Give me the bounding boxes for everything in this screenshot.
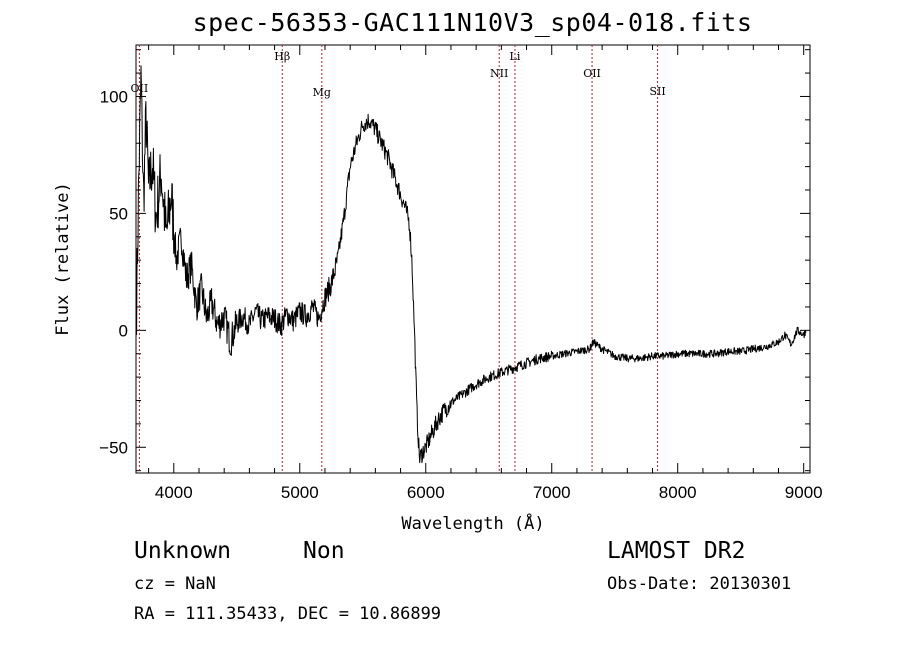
plot-frame: [135, 44, 811, 474]
plot-axes-frame: [135, 44, 811, 474]
spectrum-series: [136, 65, 807, 464]
spectrum-line: [136, 65, 807, 464]
object-subclass: Non: [303, 538, 345, 564]
observation-date: Obs-Date: 20130301: [607, 574, 792, 594]
survey-name: LAMOST DR2: [607, 538, 746, 564]
x-tick-label: 4000: [155, 483, 193, 502]
x-tick-label: 6000: [407, 483, 445, 502]
x-axis-label: Wavelength (Å): [401, 512, 544, 534]
y-tick-label: −50: [99, 438, 128, 457]
x-tick-label: 5000: [281, 483, 319, 502]
y-tick-label: 50: [109, 204, 128, 223]
spectral-line-label: Hβ: [274, 50, 290, 63]
spectral-line-label: OII: [583, 67, 601, 80]
y-tick-label: 100: [100, 87, 128, 106]
ra-dec-coordinates: RA = 111.35433, DEC = 10.86899: [134, 604, 442, 624]
axis-labels: 4000 5000 6000 7000 8000 9000 −50 0 50 100 Wavelen…: [53, 87, 823, 534]
object-class: Unknown: [134, 538, 231, 564]
chart-title: spec-56353-GAC111N10V3_sp04-018.fits: [192, 8, 753, 37]
redshift-cz: cz = NaN: [134, 574, 216, 594]
spectral-line-label: NII: [490, 67, 508, 80]
y-axis-label: Flux (relative): [53, 182, 73, 336]
spectral-line-label: SII: [649, 85, 665, 98]
y-tick-label: 0: [119, 321, 128, 340]
spectral-line-label: OII: [131, 82, 149, 95]
spectral-line-label: Mg: [313, 86, 331, 99]
spectral-line-label: Li: [510, 50, 521, 63]
x-tick-label: 9000: [785, 483, 823, 502]
x-tick-label: 7000: [533, 483, 571, 502]
x-tick-label: 8000: [659, 483, 697, 502]
